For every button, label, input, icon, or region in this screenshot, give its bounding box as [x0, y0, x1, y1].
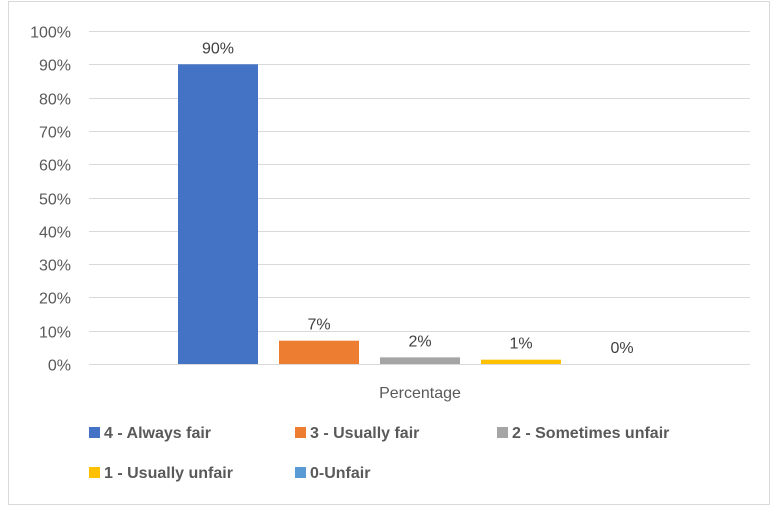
- chart-frame: [8, 1, 770, 505]
- legend-entry-label: 0-Unfair: [310, 465, 370, 482]
- data-label: 1%: [509, 336, 532, 353]
- legend-entry-label: 1 - Usually unfair: [104, 465, 233, 482]
- data-label: 0%: [610, 340, 633, 357]
- y-tick-label: 100%: [30, 25, 71, 42]
- legend: 4 - Always fair 3 - Usually fair 2 - Somet…: [89, 425, 669, 482]
- y-tick-label: 20%: [39, 291, 71, 308]
- legend-swatch: [89, 427, 100, 438]
- y-tick-label: 80%: [39, 92, 71, 109]
- bar: [481, 359, 561, 364]
- data-label: 2%: [408, 333, 431, 350]
- legend-entry-label: 4 - Always fair: [104, 425, 211, 442]
- y-tick-label: 70%: [39, 125, 71, 142]
- legend-swatch: [295, 427, 306, 438]
- bar: [279, 340, 359, 364]
- data-label: 90%: [202, 40, 234, 57]
- data-label: 7%: [307, 317, 330, 334]
- legend-swatch: [295, 467, 306, 478]
- bar: [380, 357, 460, 364]
- legend-swatch: [89, 467, 100, 478]
- y-tick-label: 50%: [39, 192, 71, 209]
- y-tick-label: 0%: [48, 358, 71, 375]
- y-tick-label: 90%: [39, 58, 71, 75]
- y-tick-label: 60%: [39, 158, 71, 175]
- bars: [178, 64, 561, 365]
- legend-entry-label: 3 - Usually fair: [310, 425, 419, 442]
- y-axis-ticks: 0% 10% 20% 30% 40% 50% 60% 70% 80% 90% 100%: [30, 25, 71, 375]
- legend-entry-label: 2 - Sometimes unfair: [512, 425, 669, 442]
- y-tick-label: 30%: [39, 258, 71, 275]
- y-tick-label: 10%: [39, 325, 71, 342]
- x-axis-category-label: Percentage: [379, 385, 461, 402]
- legend-swatch: [497, 427, 508, 438]
- data-labels: 90% 7% 2% 1% 0%: [202, 40, 634, 357]
- bar: [178, 64, 258, 365]
- y-tick-label: 40%: [39, 225, 71, 242]
